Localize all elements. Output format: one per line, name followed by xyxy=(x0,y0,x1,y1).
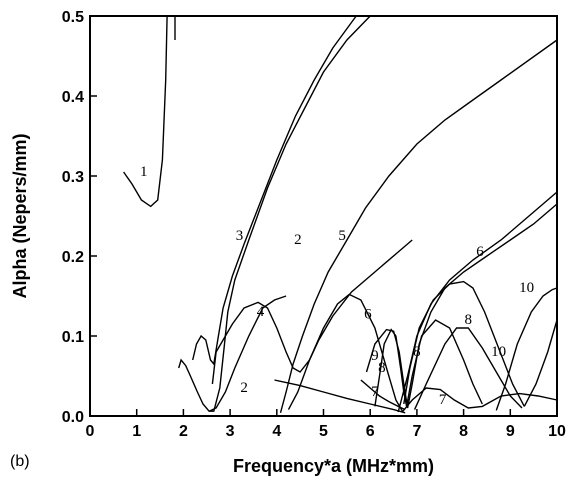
mode-curve-8 xyxy=(360,379,406,411)
y-tick-label: 0.3 xyxy=(62,169,84,186)
y-axis-title: Alpha (Nepers/mm) xyxy=(10,133,30,298)
curve-label-9: 9 xyxy=(371,348,379,364)
x-tick-label: 4 xyxy=(272,423,281,440)
mode-curve-10 xyxy=(495,287,558,411)
curves-layer xyxy=(123,15,558,414)
curve-label-10: 10 xyxy=(519,280,534,296)
x-tick-label: 7 xyxy=(412,423,421,440)
mode-curve-3 xyxy=(192,15,357,366)
x-tick-label: 1 xyxy=(132,423,141,440)
x-tick-label: 8 xyxy=(459,423,468,440)
x-tick-label: 3 xyxy=(226,423,235,440)
mode-curve-10 xyxy=(523,319,558,407)
x-tick-label: 10 xyxy=(548,423,566,440)
mode-curve-6 xyxy=(287,293,404,413)
mode-curve-7 xyxy=(402,387,558,412)
curve-label-5: 5 xyxy=(338,228,346,244)
panel-label: (b) xyxy=(10,453,30,470)
x-tick-label: 9 xyxy=(506,423,515,440)
y-tick-label: 0.4 xyxy=(62,89,84,106)
curve-label-7: 7 xyxy=(371,384,379,400)
curve-label-8: 8 xyxy=(465,312,473,328)
curve-label-6: 6 xyxy=(476,244,484,260)
y-tick-label: 0.5 xyxy=(62,9,84,26)
x-tick-label: 5 xyxy=(319,423,328,440)
y-tick-label: 0.1 xyxy=(62,329,84,346)
curve-label-4: 4 xyxy=(257,304,265,320)
x-tick-label: 6 xyxy=(366,423,375,440)
curve-label-2: 2 xyxy=(294,232,302,248)
curve-label-8: 8 xyxy=(378,360,386,376)
curve-label-10: 10 xyxy=(491,344,506,360)
ticks-layer: 0 1 2 3 4 5 6 7 8 9 100.00.10.20.30.40.5 xyxy=(62,9,566,440)
curve-label-2: 2 xyxy=(240,380,248,396)
curve-label-8: 8 xyxy=(413,344,421,360)
y-tick-label: 0.0 xyxy=(62,409,84,426)
curve-label-7: 7 xyxy=(439,392,447,408)
mode-curve-8 xyxy=(374,319,483,407)
mode-curve-5 xyxy=(279,39,558,413)
mode-curve-10 xyxy=(413,327,523,410)
mode-curve-8 xyxy=(403,280,525,407)
y-tick-label: 0.2 xyxy=(62,249,84,266)
mode-curve-9 xyxy=(365,203,558,409)
mode-curve-2 xyxy=(178,15,371,412)
x-tick-label: 2 xyxy=(179,423,188,440)
curve-label-6: 6 xyxy=(364,306,372,322)
x-axis-title: Frequency*a (MHz*mm) xyxy=(233,456,434,476)
mode-curve-1 xyxy=(123,15,168,208)
curve-label-3: 3 xyxy=(236,228,244,244)
x-tick-label: 0 xyxy=(86,423,95,440)
mode-curve-7 xyxy=(274,379,406,414)
mode-curve-2 xyxy=(208,295,287,412)
mode-curve-4 xyxy=(211,239,413,385)
curve-label-1: 1 xyxy=(140,164,148,180)
